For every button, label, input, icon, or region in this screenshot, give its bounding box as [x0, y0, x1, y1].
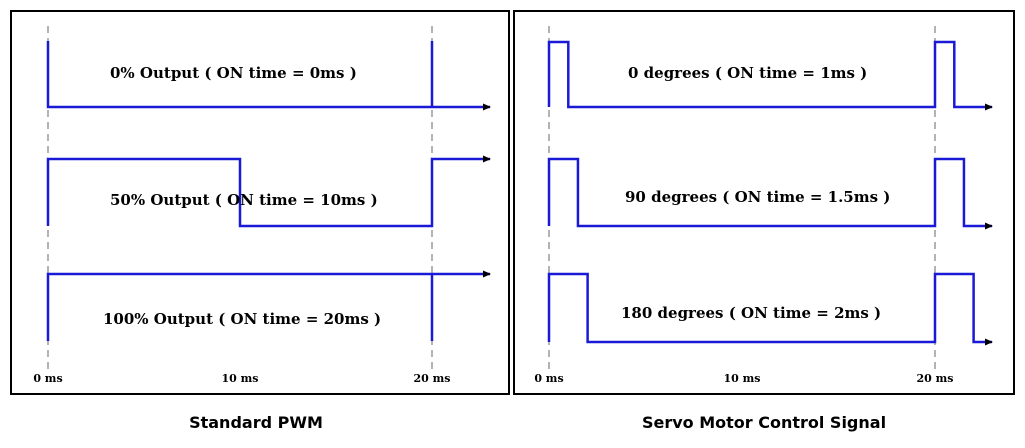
signal-waveform [547, 272, 992, 344]
signal-waveform [46, 157, 490, 228]
panel-frame [513, 10, 1015, 395]
signal-label: 0 degrees ( ON time = 1ms ) [628, 64, 867, 82]
signal-label: 0% Output ( ON time = 0ms ) [110, 64, 357, 82]
tick-label-0ms: 0 ms [534, 372, 563, 385]
panel-standard-pwm: 0% Output ( ON time = 0ms ) 50% Output (… [10, 10, 510, 432]
signal-label: 90 degrees ( ON time = 1.5ms ) [625, 188, 890, 206]
signal-label: 180 degrees ( ON time = 2ms ) [621, 304, 881, 322]
tick-label-0ms: 0 ms [33, 372, 62, 385]
arrow-head [985, 222, 993, 230]
signal-waveform [46, 272, 490, 341]
signal-90-degrees: 90 degrees ( ON time = 1.5ms ) [547, 157, 993, 230]
signal-waveform [46, 41, 490, 109]
signal-label: 100% Output ( ON time = 20ms ) [103, 310, 381, 328]
signal-180-degrees: 180 degrees ( ON time = 2ms ) [547, 272, 993, 346]
tick-label-20ms: 20 ms [917, 372, 954, 385]
signal-0-percent: 0% Output ( ON time = 0ms ) [46, 41, 491, 111]
tick-label-10ms: 10 ms [724, 372, 761, 385]
panel-servo-control: 0 degrees ( ON time = 1ms ) 90 degrees (… [513, 10, 1015, 432]
panel-caption: Servo Motor Control Signal [642, 413, 886, 432]
panel-frame [10, 10, 510, 395]
arrow-head [985, 103, 993, 111]
arrow-head [985, 338, 993, 346]
signal-waveform [547, 157, 992, 228]
signal-label: 50% Output ( ON time = 10ms ) [110, 191, 378, 209]
signal-0-degrees: 0 degrees ( ON time = 1ms ) [547, 40, 993, 111]
arrow-head [483, 155, 491, 163]
signal-100-percent: 100% Output ( ON time = 20ms ) [46, 270, 491, 341]
signal-waveform [547, 40, 992, 109]
arrow-head [483, 270, 491, 278]
arrow-head [483, 103, 491, 111]
tick-label-10ms: 10 ms [222, 372, 259, 385]
tick-label-20ms: 20 ms [414, 372, 451, 385]
signal-50-percent: 50% Output ( ON time = 10ms ) [46, 155, 491, 228]
panel-caption: Standard PWM [189, 413, 323, 432]
